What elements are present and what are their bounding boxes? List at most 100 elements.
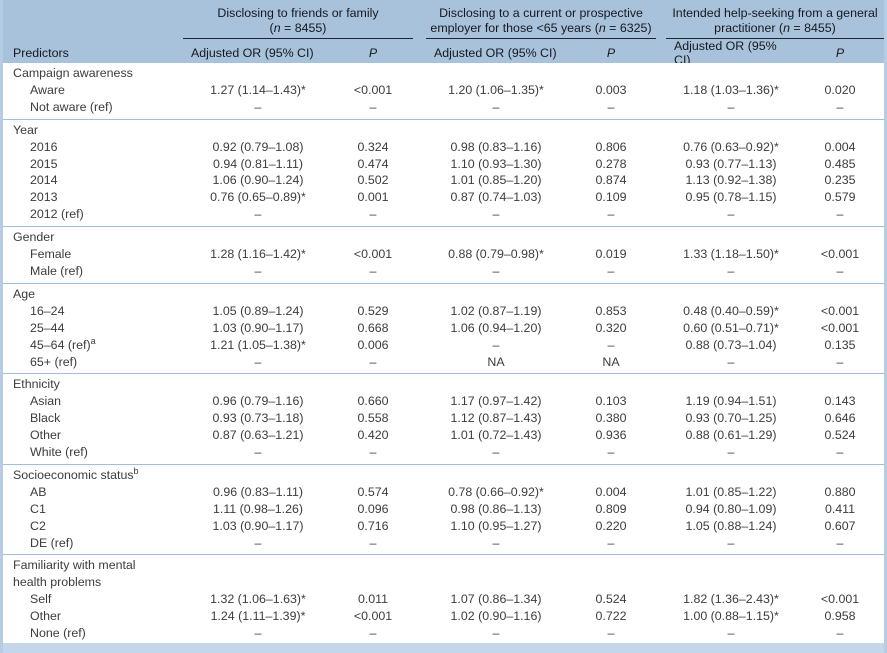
- predictor-cell: Not aware (ref): [30, 99, 113, 114]
- gap: [656, 172, 666, 189]
- gap: [656, 337, 666, 354]
- predictor-cell: DE (ref): [30, 535, 74, 550]
- p-cell: 0.019: [595, 247, 627, 262]
- or-cell: 0.93 (0.77–1.13): [685, 156, 777, 171]
- table-row: None (ref) – – – – – –: [3, 625, 884, 642]
- gap: [656, 393, 666, 410]
- or-cell: –: [492, 99, 500, 114]
- gap: [413, 608, 426, 625]
- or-cell: –: [254, 535, 262, 550]
- p-cell: 0.958: [824, 609, 856, 624]
- p-cell: 0.646: [824, 411, 856, 426]
- table-section: Year 2016 0.92 (0.79–1.08) 0.324 0.98 (0.83–…: [3, 120, 884, 228]
- p-cell: 0.607: [824, 518, 856, 533]
- or-header-2: Adjusted OR (95% CI): [434, 46, 557, 60]
- or-cell: –: [254, 626, 262, 641]
- section-label: Campaign awareness: [13, 66, 133, 80]
- table-row: AB 0.96 (0.83–1.11) 0.574 0.78 (0.66–0.92)*…: [3, 484, 884, 501]
- predictor-cell: 16–24: [30, 303, 65, 318]
- p-cell: 0.579: [824, 190, 856, 205]
- gap: [413, 303, 426, 320]
- p-cell: –: [836, 99, 844, 114]
- gap: [656, 501, 666, 518]
- predictor-cell: 2014: [30, 173, 58, 188]
- p-cell: –: [369, 535, 377, 550]
- p-cell: 0.853: [595, 303, 627, 318]
- gap: [656, 625, 666, 642]
- or-cell: –: [727, 535, 735, 550]
- p-cell: –: [369, 207, 377, 222]
- table-row: White (ref) – – – – – –: [3, 444, 884, 461]
- p-cell: –: [836, 535, 844, 550]
- p-cell: –: [369, 626, 377, 641]
- p-cell: 0.502: [357, 173, 389, 188]
- group-title-line1: Disclosing to friends or family: [217, 6, 379, 20]
- or-cell: NA: [487, 354, 505, 369]
- or-cell: 1.01 (0.85–1.22): [685, 484, 777, 499]
- predictor-cell: 2013: [30, 190, 58, 205]
- or-cell: 0.88 (0.61–1.29): [685, 428, 777, 443]
- gap: [656, 206, 666, 223]
- table-row: 16–24 1.05 (0.89–1.24) 0.529 1.02 (0.87–1.1…: [3, 303, 884, 320]
- gap: [413, 320, 426, 337]
- or-cell: 1.27 (1.14–1.43)*: [210, 82, 306, 97]
- or-cell: 1.12 (0.87–1.43): [450, 411, 542, 426]
- table-row: 2013 0.76 (0.65–0.89)* 0.001 0.87 (0.74–1.0…: [3, 189, 884, 206]
- gap: [413, 82, 426, 99]
- or-cell: 0.95 (0.78–1.15): [685, 190, 777, 205]
- gap: [656, 591, 666, 608]
- column-group-employer: Disclosing to a current or prospective e…: [426, 6, 656, 39]
- group-title-line1: Disclosing to a current or prospective: [439, 6, 643, 20]
- gap: [656, 82, 666, 99]
- predictor-cell: 2012 (ref): [30, 207, 84, 222]
- or-cell: 1.07 (0.86–1.34): [450, 592, 542, 607]
- gap: [413, 484, 426, 501]
- p-cell: 0.380: [595, 411, 627, 426]
- gap: [413, 172, 426, 189]
- group-title-line2: employer for those <65 years: [430, 21, 595, 35]
- or-cell: –: [727, 263, 735, 278]
- table-row: Self 1.32 (1.06–1.63)* 0.011 1.07 (0.86–1.3…: [3, 591, 884, 608]
- table-row: 45–64 (ref)a 1.21 (1.05–1.38)* 0.006 – – 0.88…: [3, 336, 884, 354]
- or-cell: –: [492, 626, 500, 641]
- p-cell: 0.411: [824, 501, 856, 516]
- or-cell: 1.82 (1.36–2.43)*: [683, 592, 779, 607]
- predictor-cell: Other: [30, 609, 61, 624]
- p-cell: –: [607, 99, 615, 114]
- p-cell: 0.806: [595, 139, 627, 154]
- or-cell: 1.13 (0.92–1.38): [685, 173, 777, 188]
- table-row: Not aware (ref) – – – – – –: [3, 99, 884, 116]
- gap: [413, 393, 426, 410]
- table-row: DE (ref) – – – – – –: [3, 535, 884, 552]
- section-label: Ethnicity: [13, 377, 60, 392]
- p-cell: –: [607, 337, 615, 352]
- group-title-line2: practitioner: [714, 21, 779, 35]
- gap: [656, 99, 666, 116]
- p-cell: –: [836, 626, 844, 641]
- table-section: Ethnicity Asian 0.96 (0.79–1.16) 0.660 1.17 …: [3, 374, 884, 465]
- table-row: 2015 0.94 (0.81–1.11) 0.474 1.10 (0.93–1.30…: [3, 156, 884, 173]
- gap: [413, 410, 426, 427]
- gap: [413, 337, 426, 354]
- or-header-1: Adjusted OR (95% CI): [191, 46, 314, 60]
- gap: [413, 444, 426, 461]
- predictor-cell: Other: [30, 428, 61, 443]
- predictor-cell: C1: [30, 501, 46, 516]
- gap: [413, 156, 426, 173]
- n-symbol: n: [783, 21, 790, 35]
- section-label-row: Gender: [3, 229, 884, 246]
- gap: [656, 444, 666, 461]
- or-cell: 1.24 (1.11–1.39)*: [210, 609, 306, 624]
- p-cell: 0.096: [357, 501, 389, 516]
- or-cell: 0.93 (0.73–1.18): [212, 411, 304, 426]
- gap: [656, 410, 666, 427]
- p-cell: –: [836, 207, 844, 222]
- or-cell: 1.03 (0.90–1.17): [212, 320, 304, 335]
- p-cell: 0.474: [357, 156, 389, 171]
- or-cell: –: [727, 99, 735, 114]
- or-cell: –: [492, 535, 500, 550]
- p-cell: –: [607, 535, 615, 550]
- or-cell: 0.88 (0.73–1.04): [685, 337, 777, 352]
- or-cell: 0.93 (0.70–1.25): [685, 411, 777, 426]
